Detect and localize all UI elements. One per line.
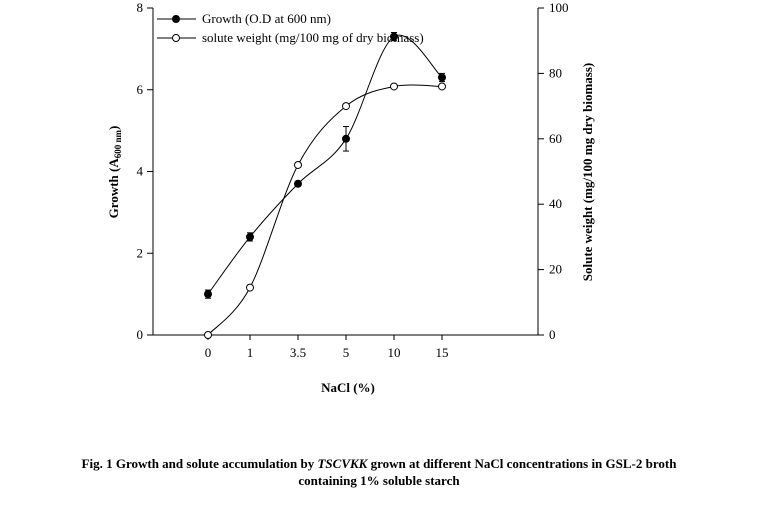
data-point xyxy=(438,82,446,91)
data-point xyxy=(390,32,398,41)
data-point xyxy=(204,331,212,339)
series-layer xyxy=(204,32,446,339)
caption-line-2: containing 1% soluble starch xyxy=(298,473,460,488)
x-tick-label: 10 xyxy=(388,345,401,360)
legend-marker-2 xyxy=(172,34,180,42)
series-1 xyxy=(204,32,446,299)
series-2 xyxy=(204,82,446,339)
data-point xyxy=(294,179,302,188)
series-1-line xyxy=(207,34,443,295)
x-axis-title: NaCl (%) xyxy=(321,380,375,395)
x-tick-label: 3.5 xyxy=(290,345,306,360)
caption-line-1: Fig. 1 Growth and solute accumulation by… xyxy=(0,455,758,472)
left-y-axis-title-subscript: 600 nm xyxy=(113,130,123,159)
right-y-tick-label: 60 xyxy=(549,131,562,146)
left-y-tick-label: 8 xyxy=(137,0,144,15)
caption-suffix: grown at different NaCl concentrations i… xyxy=(367,456,677,471)
data-point xyxy=(246,283,254,292)
chart: 0 2 4 6 8 0 20 40 60 80 100 0 1 3.5 5 10 15 Growth (O.… xyxy=(106,0,595,395)
x-tick-label: 1 xyxy=(247,345,254,360)
left-y-axis-title-main: Growth (A xyxy=(106,158,121,219)
left-y-tick-label: 6 xyxy=(137,82,144,97)
legend: Growth (O.D at 600 nm) solute weight (mg/… xyxy=(157,11,424,45)
left-y-tick-label: 2 xyxy=(137,245,144,260)
data-point xyxy=(204,290,212,299)
legend-label-2: solute weight (mg/100 mg of dry biomass) xyxy=(202,30,424,45)
right-y-tick-label: 80 xyxy=(549,65,562,80)
data-point xyxy=(246,232,254,241)
legend-label-1: Growth (O.D at 600 nm) xyxy=(202,11,331,26)
x-tick-label: 0 xyxy=(205,345,212,360)
right-y-tick-label: 40 xyxy=(549,196,562,211)
x-axis: 0 1 3.5 5 10 15 xyxy=(205,335,449,360)
caption-prefix: Fig. 1 Growth and solute accumulation by xyxy=(81,456,318,471)
data-point xyxy=(294,160,302,169)
right-y-tick-label: 0 xyxy=(549,327,556,342)
right-y-axis-title: Solute weight (mg/100 mg dry biomass) xyxy=(580,63,595,281)
series-2-line xyxy=(207,84,443,336)
caption-organism: TSCVKK xyxy=(317,456,368,471)
x-tick-label: 15 xyxy=(436,345,449,360)
right-y-tick-label: 20 xyxy=(549,262,562,277)
data-point xyxy=(390,82,398,91)
data-point xyxy=(438,73,446,82)
left-y-axis-title: Growth (A600 nm) xyxy=(106,126,123,219)
left-y-axis-title-close: ) xyxy=(106,126,121,130)
figure-caption: Fig. 1 Growth and solute accumulation by… xyxy=(0,455,758,489)
x-tick-label: 5 xyxy=(343,345,350,360)
data-point xyxy=(342,102,350,111)
right-y-axis: 0 20 40 60 80 100 xyxy=(538,0,569,342)
left-y-axis: 0 2 4 6 8 xyxy=(137,0,153,342)
data-point xyxy=(342,134,350,143)
plot-frame xyxy=(152,8,539,336)
left-y-tick-label: 4 xyxy=(137,164,144,179)
right-y-tick-label: 100 xyxy=(549,0,569,15)
left-y-tick-label: 0 xyxy=(137,327,144,342)
legend-marker-1 xyxy=(172,15,180,23)
